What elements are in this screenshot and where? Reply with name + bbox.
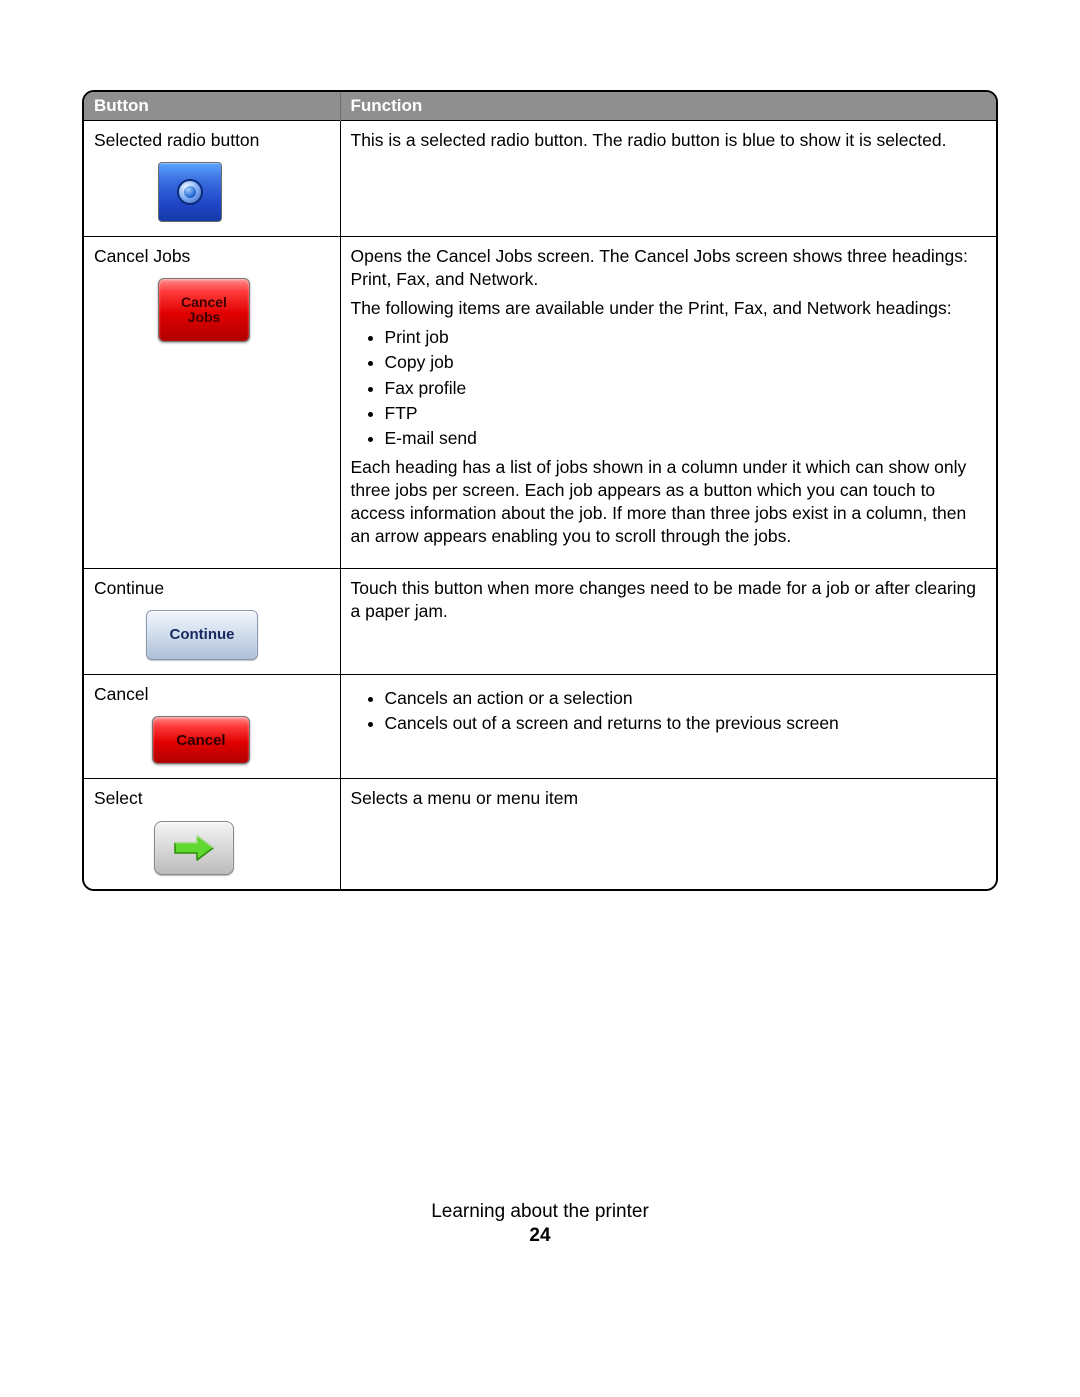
cancel-jobs-button-icon: Cancel Jobs <box>158 278 250 342</box>
list-item: Cancels out of a screen and returns to t… <box>385 712 987 735</box>
button-function-table: Button Function Selected radio button <box>82 90 998 891</box>
select-button-icon <box>154 821 234 875</box>
function-text: Each heading has a list of jobs shown in… <box>351 456 987 548</box>
table-header-row: Button Function <box>84 92 996 121</box>
function-text: Selects a menu or menu item <box>351 787 987 810</box>
footer-title: Learning about the printer <box>0 1201 1080 1223</box>
col-header-function: Function <box>340 92 996 121</box>
cancel-button-icon: Cancel <box>152 716 250 764</box>
list-item: Copy job <box>385 351 987 374</box>
list-item: FTP <box>385 402 987 425</box>
button-label: Select <box>94 787 330 810</box>
table-row: Continue Continue Touch this button when… <box>84 569 996 675</box>
function-text: The following items are available under … <box>351 297 987 320</box>
table-row: Cancel Jobs Cancel Jobs Opens the Cancel… <box>84 237 996 569</box>
bullet-list: Cancels an action or a selection Cancels… <box>351 687 987 735</box>
function-text: Opens the Cancel Jobs screen. The Cancel… <box>351 245 987 291</box>
list-item: Fax profile <box>385 377 987 400</box>
function-text: Touch this button when more changes need… <box>351 577 987 623</box>
bullet-list: Print job Copy job Fax profile FTP E-mai… <box>351 326 987 449</box>
list-item: E-mail send <box>385 427 987 450</box>
list-item: Print job <box>385 326 987 349</box>
table-row: Cancel Cancel Cancels an action or a sel… <box>84 675 996 779</box>
continue-label: Continue <box>170 625 235 645</box>
cancel-label: Cancel <box>176 731 225 751</box>
col-header-button: Button <box>84 92 340 121</box>
arrow-right-icon <box>171 832 217 864</box>
list-item: Cancels an action or a selection <box>385 687 987 710</box>
function-text: This is a selected radio button. The rad… <box>351 129 987 152</box>
button-label: Cancel Jobs <box>94 245 330 268</box>
table-row: Selected radio button This is a selected… <box>84 121 996 237</box>
table-row: Select Selects a menu or menu item <box>84 779 996 889</box>
continue-button-icon: Continue <box>146 610 258 660</box>
button-label: Continue <box>94 577 330 600</box>
button-label: Selected radio button <box>94 129 330 152</box>
cancel-jobs-line2: Jobs <box>188 310 221 325</box>
cancel-jobs-line1: Cancel <box>181 295 227 310</box>
button-label: Cancel <box>94 683 330 706</box>
selected-radio-button-icon <box>158 162 222 222</box>
footer-page-number: 24 <box>0 1225 1080 1247</box>
page-footer: Learning about the printer 24 <box>0 1201 1080 1247</box>
